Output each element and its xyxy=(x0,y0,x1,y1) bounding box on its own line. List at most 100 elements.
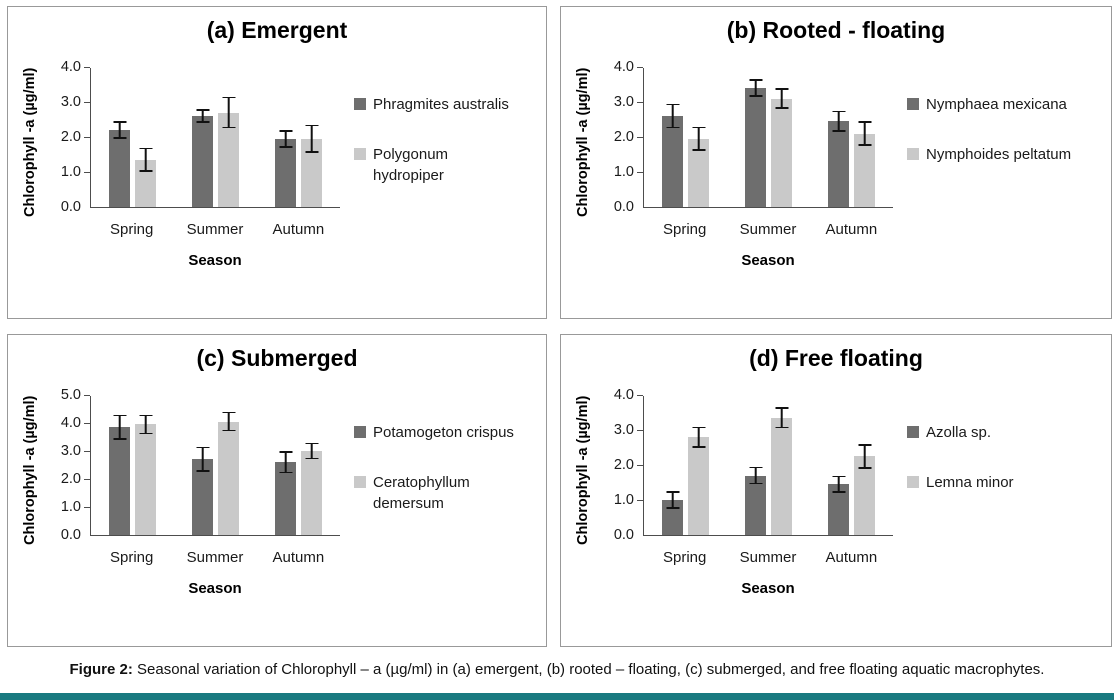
error-bar-cap-top xyxy=(305,442,318,445)
x-category-label: Spring xyxy=(662,221,707,238)
bar-group xyxy=(91,68,174,207)
plot-area: 0.0 1.0 2.0 3.0 4.0 xyxy=(614,59,893,214)
y-tick-label: 3.0 xyxy=(60,93,81,110)
error-bar-cap-bottom xyxy=(139,432,152,435)
legend-entry: Phragmites australis xyxy=(354,95,509,115)
bar xyxy=(662,103,683,207)
legend-swatch xyxy=(354,476,366,489)
bar xyxy=(109,414,130,535)
error-bar-cap-bottom xyxy=(222,429,235,432)
x-category-label: Spring xyxy=(662,549,707,566)
bar xyxy=(218,411,239,535)
chart-title: (b) Rooted - floating xyxy=(726,17,946,43)
error-bar-cap-bottom xyxy=(692,445,705,448)
bar xyxy=(662,491,683,535)
error-bar-cap-bottom xyxy=(305,457,318,460)
bar xyxy=(828,110,849,207)
bar xyxy=(745,79,766,207)
error-bar-cap-top xyxy=(305,124,318,127)
error-bar xyxy=(139,147,152,172)
error-bar-cap-top xyxy=(196,446,209,449)
y-tick-mark xyxy=(84,394,90,396)
bars-row xyxy=(644,396,893,535)
x-category-label: Summer xyxy=(186,549,244,566)
bar-group xyxy=(644,396,727,535)
error-bar-cap-top xyxy=(858,444,871,446)
bar-group xyxy=(174,396,257,535)
error-bar-line xyxy=(780,88,783,109)
error-bar xyxy=(279,451,292,474)
bars-row xyxy=(91,68,340,207)
error-bar-line xyxy=(118,121,121,139)
plot-area: 0.0 1.0 2.0 3.0 4.0 xyxy=(614,387,893,542)
y-tick-label: 4.0 xyxy=(613,386,634,403)
legend-entry: Polygonum hydropiper xyxy=(354,145,509,186)
legend-entry: Azolla sp. xyxy=(907,423,1014,443)
x-category-labels: Spring Summer Autumn xyxy=(90,221,340,238)
figure-caption: Figure 2: Seasonal variation of Chloroph… xyxy=(0,661,1114,678)
legend-label: Lemna minor xyxy=(926,474,1014,492)
bar xyxy=(301,124,322,207)
error-bar xyxy=(832,475,845,493)
y-tick-label: 0.0 xyxy=(613,526,634,543)
y-tick-label: 0.0 xyxy=(60,198,81,215)
error-bar-cap-bottom xyxy=(113,438,126,440)
legend-label: Ceratophyllum demersum xyxy=(373,474,470,512)
legend-swatch xyxy=(354,148,366,161)
error-bar xyxy=(222,411,235,432)
bar xyxy=(828,475,849,535)
y-tick-mark xyxy=(84,171,90,173)
y-tick-label: 4.0 xyxy=(60,58,81,75)
bar xyxy=(771,88,792,207)
error-bar-cap-bottom xyxy=(858,466,871,469)
legend-swatch xyxy=(907,98,919,110)
legend-swatch xyxy=(354,98,366,110)
x-axis-label: Season xyxy=(188,252,242,269)
legend-label: Phragmites australis xyxy=(373,96,509,113)
chart-body: Chlorophyll -a (µg/ml) 0.0 1.0 2.0 3.0 4.0 S… xyxy=(561,59,1111,269)
error-bar-cap-bottom xyxy=(139,170,152,172)
x-category-label: Autumn xyxy=(825,549,878,566)
x-category-label: Spring xyxy=(109,549,154,566)
error-bar xyxy=(196,446,209,472)
bar-group xyxy=(810,68,893,207)
error-bar-cap-bottom xyxy=(196,470,209,472)
y-tick-mark xyxy=(84,478,90,480)
bar-group xyxy=(727,396,810,535)
error-bar-line xyxy=(118,414,121,440)
bar xyxy=(275,130,296,207)
y-tick-mark xyxy=(637,429,643,431)
plot-wrap: 0.0 1.0 2.0 3.0 4.0 Spring Summer Autumn Seaso… xyxy=(595,387,893,597)
error-bar-cap-top xyxy=(139,147,152,150)
error-bar xyxy=(666,103,679,129)
plot-area: 0.0 1.0 2.0 3.0 4.0 xyxy=(61,59,340,214)
y-tick-mark xyxy=(637,101,643,103)
legend-entry: Potamogeton crispus xyxy=(354,423,514,443)
error-bar xyxy=(222,96,235,129)
error-bar-cap-bottom xyxy=(775,426,788,429)
legend: Azolla sp. Lemna minor xyxy=(907,423,1014,494)
legend-entry: Ceratophyllum demersum xyxy=(354,473,514,514)
error-bar-cap-bottom xyxy=(113,137,126,139)
error-bar-cap-bottom xyxy=(775,107,788,109)
y-tick-label: 1.0 xyxy=(613,163,634,180)
bar xyxy=(192,109,213,207)
bar xyxy=(218,96,239,207)
error-bar xyxy=(666,491,679,509)
error-bar-cap-top xyxy=(666,491,679,493)
error-bar-cap-top xyxy=(279,130,292,132)
error-bar-line xyxy=(837,475,840,493)
bars-row xyxy=(644,68,893,207)
legend-entry: Lemna minor xyxy=(907,473,1014,493)
chart-title: (a) Emergent xyxy=(206,17,348,43)
x-category-label: Spring xyxy=(109,221,154,238)
chart-panel: (d) Free floating Chlorophyll -a (µg/ml)… xyxy=(560,334,1112,647)
error-bar xyxy=(749,79,762,97)
chart-panel: (b) Rooted - floating Chlorophyll -a (µg… xyxy=(560,6,1112,319)
bar xyxy=(135,414,156,535)
x-category-label: Summer xyxy=(186,221,244,238)
y-tick-mark xyxy=(84,506,90,508)
error-bar-cap-top xyxy=(666,103,679,106)
chart-panel: (c) Submerged Chlorophyll -a (µg/ml) 0.0… xyxy=(7,334,547,647)
y-tick-label: 0.0 xyxy=(60,526,81,543)
